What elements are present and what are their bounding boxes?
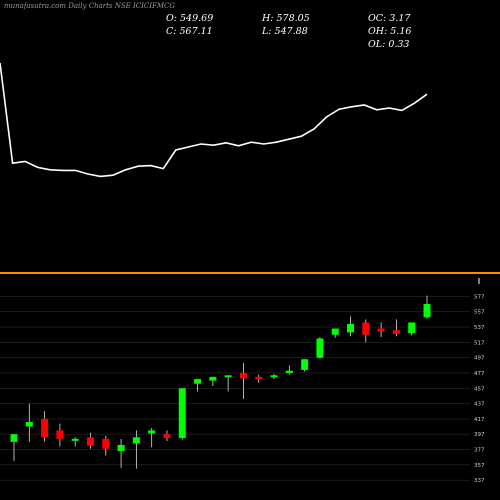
candle-up bbox=[71, 438, 79, 441]
candle-up bbox=[132, 437, 140, 444]
ol-value: OL: 0.33 bbox=[368, 39, 410, 50]
candle-up bbox=[25, 421, 33, 427]
y-tick-label: 477 bbox=[474, 371, 485, 377]
y-tick-label: 357 bbox=[474, 463, 485, 469]
y-tick-label: 557 bbox=[474, 310, 485, 316]
candle-down bbox=[362, 322, 370, 335]
candle-up bbox=[316, 338, 324, 358]
candle-up bbox=[408, 322, 416, 334]
candle-up bbox=[270, 375, 278, 378]
high-value: H: 578.05 bbox=[262, 13, 310, 24]
y-tick-label: 337 bbox=[474, 478, 485, 484]
watermark-text: munafasutra.com bbox=[4, 2, 67, 10]
candle-up bbox=[209, 376, 217, 381]
y-tick-label: 417 bbox=[474, 417, 485, 423]
candle-up bbox=[117, 444, 125, 452]
candle-up bbox=[347, 323, 355, 333]
candle-up bbox=[148, 430, 156, 434]
candle-down bbox=[377, 328, 385, 332]
candle-down bbox=[239, 372, 247, 379]
y-tick-label: 437 bbox=[474, 402, 485, 408]
candle-down bbox=[86, 437, 94, 446]
candle-up bbox=[224, 375, 232, 378]
oh-value: OH: 5.16 bbox=[368, 26, 412, 37]
open-value: O: 549.69 bbox=[166, 13, 214, 24]
y-tick-label: 537 bbox=[474, 325, 485, 331]
oc-value: OC: 3.17 bbox=[368, 13, 411, 24]
candle-up bbox=[178, 388, 186, 439]
candle-down bbox=[56, 430, 64, 439]
price-line bbox=[0, 62, 428, 178]
close-value: C: 567.11 bbox=[166, 26, 213, 37]
y-tick-label: 497 bbox=[474, 356, 485, 362]
candle-up bbox=[331, 328, 339, 335]
candle-down bbox=[255, 376, 263, 380]
y-tick-label: 377 bbox=[474, 448, 485, 454]
candle-down bbox=[163, 434, 171, 439]
candle-down bbox=[392, 330, 400, 334]
y-tick-label: 397 bbox=[474, 432, 485, 438]
candle-down bbox=[41, 418, 49, 438]
y-tick-label: 457 bbox=[474, 386, 485, 392]
y-tick-label: 577 bbox=[474, 294, 485, 300]
low-value: L: 547.88 bbox=[262, 26, 308, 37]
y-tick-label: 517 bbox=[474, 340, 485, 346]
chart-title: Daily Charts NSE ICICIFMCG bbox=[68, 2, 175, 10]
candle-up bbox=[194, 379, 202, 384]
candle-up bbox=[10, 434, 18, 442]
candle-up bbox=[285, 370, 293, 373]
candle-up bbox=[301, 359, 309, 370]
candle-up bbox=[423, 303, 431, 318]
watermark-title: munafasutra.com Daily Charts NSE ICICIFM… bbox=[4, 2, 175, 10]
candle-down bbox=[102, 438, 110, 449]
